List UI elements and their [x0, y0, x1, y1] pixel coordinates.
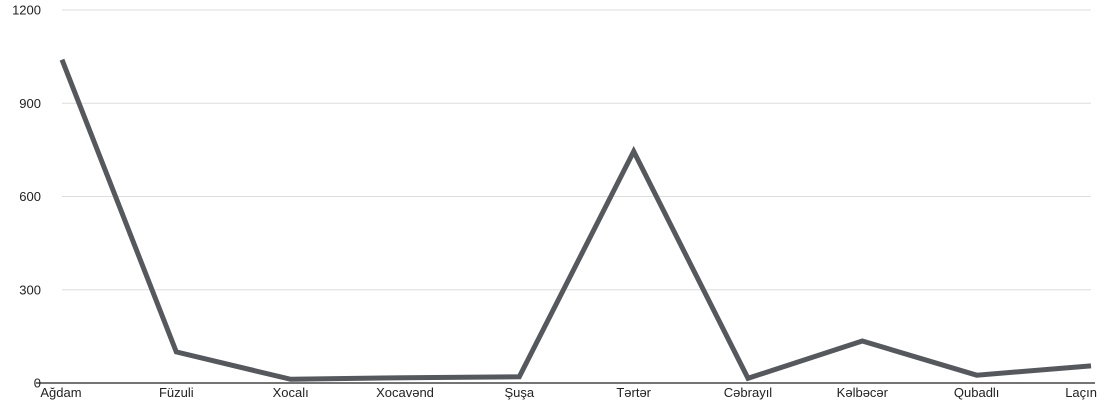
grid-layer	[62, 10, 1091, 290]
x-tick-label: Cəbrayıl	[724, 385, 773, 400]
x-tick-label: Tərtər	[616, 385, 651, 400]
x-tick-label: Füzuli	[159, 385, 194, 400]
y-tick-label: 600	[19, 189, 41, 204]
x-tick-label: Laçın	[1065, 385, 1097, 400]
y-tick-label: 1200	[12, 3, 41, 18]
x-tick-label: Kəlbəcər	[837, 385, 889, 400]
x-tick-label: Xocalı	[273, 385, 309, 400]
y-tick-label: 900	[19, 96, 41, 111]
series-line-0	[62, 60, 1091, 380]
y-tick-label: 300	[19, 282, 41, 297]
x-tick-label: Ağdam	[40, 385, 81, 400]
x-tick-label: Xocavənd	[376, 385, 434, 400]
x-axis: Ağdam Füzuli Xocalı Xocavənd Şuşa Tərtər Cəbra…	[40, 385, 1097, 400]
x-tick-label: Qubadlı	[954, 385, 1000, 400]
series-layer	[62, 60, 1091, 380]
x-tick-label: Şuşa	[505, 385, 535, 400]
